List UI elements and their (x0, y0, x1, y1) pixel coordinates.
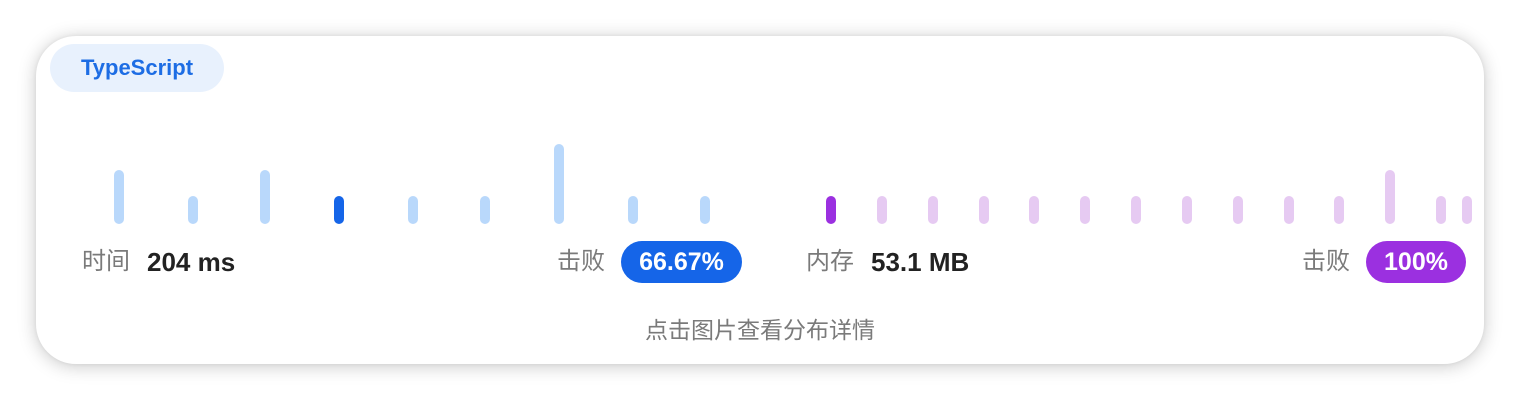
memory-bar[interactable] (1436, 196, 1446, 224)
runtime-bar[interactable] (554, 144, 564, 224)
memory-bar[interactable] (1462, 196, 1472, 224)
memory-bar[interactable] (1233, 196, 1243, 224)
runtime-bar[interactable] (188, 196, 198, 224)
memory-bar[interactable] (1080, 196, 1090, 224)
runtime-beats-badge: 66.67% (621, 241, 742, 283)
memory-bar[interactable] (877, 196, 887, 224)
memory-beats-badge: 100% (1366, 241, 1466, 283)
language-tag: TypeScript (50, 44, 224, 92)
runtime-label: 时间 (82, 248, 130, 275)
runtime-bar[interactable] (408, 196, 418, 224)
memory-value: 53.1 MB (871, 247, 970, 277)
runtime-bar[interactable] (114, 170, 124, 224)
runtime-bar[interactable] (628, 196, 638, 224)
runtime-bar[interactable] (480, 196, 490, 224)
runtime-beats-label: 击败 (557, 248, 605, 275)
memory-bar[interactable] (1131, 196, 1141, 224)
runtime-value: 204 ms (147, 247, 236, 277)
memory-bar[interactable] (1385, 170, 1395, 224)
memory-beats-label: 击败 (1302, 248, 1350, 275)
memory-bar-current[interactable] (826, 196, 836, 224)
memory-bar[interactable] (1182, 196, 1192, 224)
memory-bar[interactable] (1284, 196, 1294, 224)
memory-bar[interactable] (928, 196, 938, 224)
distribution-hint: 点击图片查看分布详情 (645, 317, 875, 343)
runtime-bar[interactable] (700, 196, 710, 224)
memory-bar[interactable] (1029, 196, 1039, 224)
memory-bar[interactable] (979, 196, 989, 224)
submission-result-card[interactable]: TypeScript 时间 204 ms 击败 66.67% 内存 53.1 M… (36, 36, 1484, 364)
memory-label: 内存 (806, 248, 854, 275)
runtime-bar[interactable] (260, 170, 270, 224)
memory-bar[interactable] (1334, 196, 1344, 224)
runtime-bar-current[interactable] (334, 196, 344, 224)
